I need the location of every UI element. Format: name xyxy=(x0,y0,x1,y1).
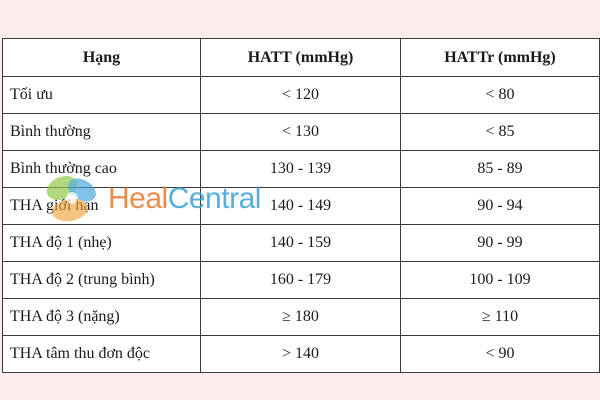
row-category: THA độ 2 (trung bình) xyxy=(2,261,201,299)
blood-pressure-table: Hạng HATT (mmHg) HATTr (mmHg) Tối ưu < 1… xyxy=(2,38,600,373)
row-diastolic: < 85 xyxy=(400,113,600,151)
header-category: Hạng xyxy=(2,38,201,77)
row-diastolic: 85 - 89 xyxy=(400,150,600,188)
table-row: THA độ 1 (nhẹ) 140 - 159 90 - 99 xyxy=(2,224,600,262)
row-systolic: 140 - 149 xyxy=(200,187,401,225)
table-row: THA độ 2 (trung bình) 160 - 179 100 - 10… xyxy=(2,261,600,299)
row-diastolic: 90 - 99 xyxy=(400,224,600,262)
row-systolic: 160 - 179 xyxy=(200,261,401,299)
table-header-row: Hạng HATT (mmHg) HATTr (mmHg) xyxy=(2,38,600,77)
row-diastolic: 90 - 94 xyxy=(400,187,600,225)
row-category: Bình thường xyxy=(2,113,201,151)
table-row: THA tâm thu đơn độc > 140 < 90 xyxy=(2,335,600,373)
table-row: THA độ 3 (nặng) ≥ 180 ≥ 110 xyxy=(2,298,600,336)
row-category: Bình thường cao xyxy=(2,150,201,188)
row-category: Tối ưu xyxy=(2,76,201,114)
row-category: THA độ 1 (nhẹ) xyxy=(2,224,201,262)
row-systolic: < 120 xyxy=(200,76,401,114)
row-category: THA độ 3 (nặng) xyxy=(2,298,201,336)
header-systolic: HATT (mmHg) xyxy=(200,38,401,77)
table-row: Bình thường < 130 < 85 xyxy=(2,113,600,151)
row-systolic: > 140 xyxy=(200,335,401,373)
row-systolic: < 130 xyxy=(200,113,401,151)
table-row: Tối ưu < 120 < 80 xyxy=(2,76,600,114)
row-category: THA giới hạn xyxy=(2,187,201,225)
row-diastolic: < 80 xyxy=(400,76,600,114)
row-diastolic: < 90 xyxy=(400,335,600,373)
row-systolic: 140 - 159 xyxy=(200,224,401,262)
row-systolic: 130 - 139 xyxy=(200,150,401,188)
row-systolic: ≥ 180 xyxy=(200,298,401,336)
table-row: Bình thường cao 130 - 139 85 - 89 xyxy=(2,150,600,188)
row-diastolic: 100 - 109 xyxy=(400,261,600,299)
header-diastolic: HATTr (mmHg) xyxy=(400,38,600,77)
row-diastolic: ≥ 110 xyxy=(400,298,600,336)
row-category: THA tâm thu đơn độc xyxy=(2,335,201,373)
table-row: THA giới hạn 140 - 149 90 - 94 xyxy=(2,187,600,225)
